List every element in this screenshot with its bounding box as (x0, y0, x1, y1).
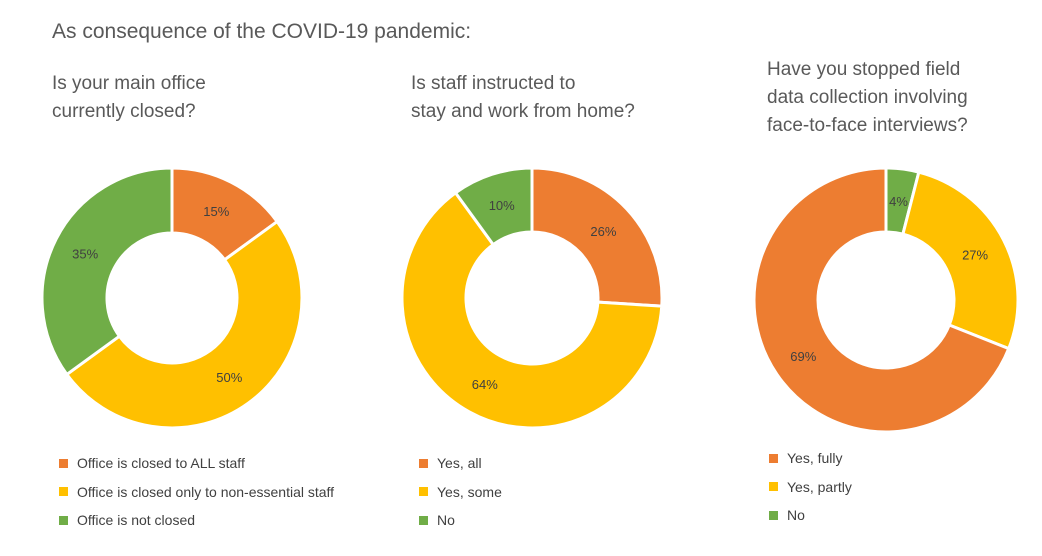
donut-slice (400, 190, 664, 430)
legend-item: Yes, some (419, 478, 502, 507)
legend-label: Yes, all (437, 455, 482, 472)
legend-item: Office is not closed (59, 506, 334, 535)
data-label: 15% (203, 204, 229, 219)
legend-label: Office is not closed (77, 512, 196, 529)
legend-swatch (419, 515, 428, 525)
legend-label: Yes, partly (787, 478, 852, 495)
chart-3-title: Have you stopped field data collection i… (767, 59, 968, 136)
donut-slice (453, 166, 534, 247)
legend-swatch (419, 458, 428, 468)
legend-label: No (437, 512, 455, 529)
chart-2-legend: Yes, all Yes, some No (419, 449, 502, 535)
data-label: 10% (489, 198, 515, 213)
data-label: 50% (216, 370, 242, 385)
data-label: 64% (472, 377, 498, 392)
legend-swatch (59, 515, 68, 525)
legend-label: Office is closed only to non-essential s… (77, 483, 335, 500)
legend-item: Office is closed to ALL staff (59, 449, 334, 478)
data-label: 69% (790, 349, 816, 364)
main-title: As consequence of the COVID-19 pandemic: (52, 20, 472, 43)
legend-item: Office is closed only to non-essential s… (59, 478, 334, 507)
data-label: 26% (590, 224, 616, 239)
legend-item: Yes, partly (769, 473, 852, 502)
data-label: 27% (962, 248, 988, 263)
legend-item: No (419, 506, 502, 535)
chart-3-legend: Yes, fully Yes, partly No (769, 444, 852, 530)
donut-slice (752, 166, 1011, 434)
legend-item: No (769, 501, 852, 530)
data-label: 4% (889, 194, 908, 209)
donut-slice (40, 166, 174, 377)
data-label: 35% (72, 247, 98, 262)
legend-item: Yes, all (419, 449, 502, 478)
legend-swatch (769, 510, 778, 520)
legend-label: Office is closed to ALL staff (77, 455, 245, 472)
legend-swatch (59, 458, 68, 468)
legend-label: Yes, some (437, 483, 502, 500)
donut-slice (64, 219, 304, 430)
legend-label: Yes, fully (787, 450, 843, 467)
legend-swatch (59, 487, 68, 497)
donut-slice (901, 170, 1020, 351)
legend-label: No (787, 507, 805, 524)
legend-swatch (419, 487, 428, 497)
donut-slice (530, 166, 664, 308)
chart-2-title: Is staff instructed to stay and work fro… (411, 73, 635, 122)
legend-item: Yes, fully (769, 444, 852, 473)
legend-swatch (769, 453, 778, 463)
chart-1-legend: Office is closed to ALL staff Office is c… (59, 449, 334, 535)
chart-1-title: Is your main office currently closed? (52, 73, 206, 122)
legend-swatch (769, 482, 778, 492)
